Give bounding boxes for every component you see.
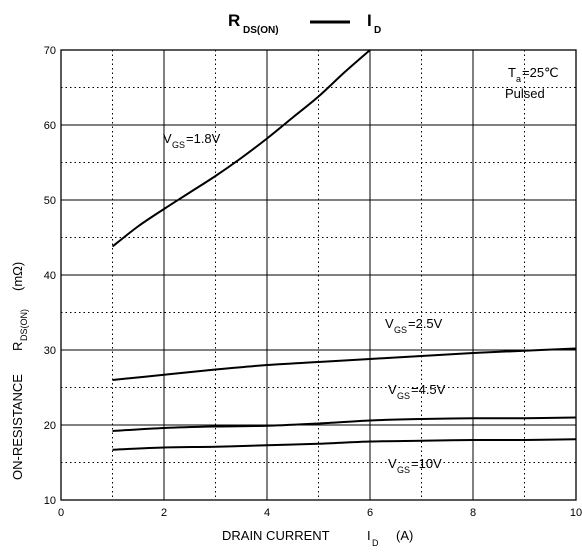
y-axis-label-symbol-sub: DS(ON) [19,309,29,341]
x-axis-label-unit: (A) [396,528,413,543]
condition-ta-main: T [508,65,516,80]
series-label-main: V [388,456,397,471]
x-axis-label-symbol: I [367,528,371,543]
y-tick-label: 70 [44,45,56,57]
x-axis-label-symbol-sub: D [372,538,379,548]
x-tick-label: 4 [264,507,270,519]
series-label-value: =10V [411,456,442,471]
condition-ta-sub: a [516,74,521,84]
x-tick-labels: 0 2 4 6 8 10 [58,507,582,519]
title-rdson-sub: DS(ON) [243,25,279,36]
title-rdson-main: R [228,11,240,30]
series-label-vgs-4.5v: V GS =4.5V [388,382,446,401]
x-axis-label-text: DRAIN CURRENT [222,528,330,543]
y-tick-label: 30 [44,345,56,357]
y-tick-labels: 10 20 30 40 50 60 70 [44,45,56,507]
condition-mode: Pulsed [505,86,545,101]
x-tick-label: 10 [570,507,582,519]
series-curves [111,49,577,451]
y-tick-label: 50 [44,195,56,207]
condition-ta-value: =25℃ [522,65,559,80]
series-line-vgs-10v [112,438,577,451]
y-tick-label: 10 [44,495,56,507]
x-tick-label: 8 [470,507,476,519]
series-label-sub: GS [397,391,410,401]
y-tick-label: 20 [44,420,56,432]
series-label-sub: GS [397,465,410,475]
series-label-value: =1.8V [186,131,221,146]
series-label-vgs-10v: V GS =10V [388,456,442,475]
series-label-main: V [163,131,172,146]
y-axis-label: ON-RESISTANCE R DS(ON) (mΩ) [10,262,29,480]
chart-title: R DS(ON) I D [228,11,381,36]
series-label-value: =2.5V [408,316,443,331]
title-id-main: I [367,11,372,30]
series-line-vgs-2.5v [112,347,577,381]
series-label-main: V [388,382,397,397]
x-tick-label: 2 [161,507,167,519]
y-tick-label: 60 [44,120,56,132]
y-axis-label-symbol: R [10,342,25,351]
conditions-annotation: T a =25℃ Pulsed [505,65,559,101]
series-label-vgs-2.5v: V GS =2.5V [385,316,443,335]
series-label-main: V [385,316,394,331]
y-tick-label: 40 [44,270,56,282]
series-label-sub: GS [172,140,185,150]
y-axis-label-unit: (mΩ) [10,262,25,291]
x-tick-label: 6 [367,507,373,519]
series-label-vgs-1.8v: V GS =1.8V [163,131,221,150]
title-id-sub: D [374,25,381,36]
x-axis-label: DRAIN CURRENT I D (A) [222,528,413,548]
series-label-sub: GS [394,325,407,335]
plot-frame [60,49,577,501]
x-tick-label: 0 [58,507,64,519]
y-axis-label-text: ON-RESISTANCE [10,374,25,480]
series-label-value: =4.5V [411,382,446,397]
series-line-vgs-4.5v [112,416,577,432]
series-line-vgs-1.8v [111,49,371,248]
